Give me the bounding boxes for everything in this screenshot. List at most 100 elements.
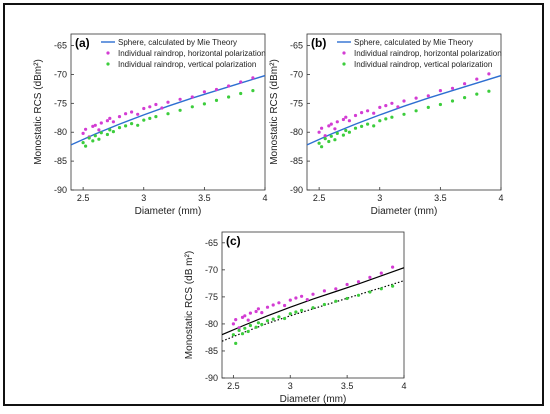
horizontal-point (322, 289, 326, 293)
horizontal-point (260, 311, 264, 315)
horizontal-point (136, 112, 140, 116)
legend-dot-vertical (342, 62, 346, 66)
x-axis-label: Diameter (mm) (135, 206, 202, 217)
panel-label: (a) (75, 36, 90, 50)
x-tick-label: 2.5 (313, 193, 326, 203)
vertical-point (277, 315, 281, 319)
y-tick-label: -65 (205, 238, 218, 248)
vertical-point (190, 105, 194, 109)
horizontal-point (450, 86, 455, 90)
horizontal-point (283, 303, 287, 308)
horizontal-point (190, 95, 194, 99)
horizontal-point (142, 106, 146, 111)
vertical-point (322, 302, 326, 307)
legend-entry-sphere: Sphere, calculated by Mie Theory (354, 38, 473, 47)
horizontal-point (231, 322, 235, 326)
x-tick-label: 3.5 (198, 193, 211, 203)
fit-line-solid (222, 267, 404, 336)
vertical-point (239, 91, 243, 96)
vertical-point (300, 308, 304, 312)
vertical-point (327, 139, 331, 144)
legend-dot-horizontal (106, 51, 110, 55)
x-tick-label: 3.5 (434, 193, 447, 203)
vertical-point (288, 312, 292, 316)
horizontal-point (487, 72, 491, 76)
x-tick-label: 2.5 (227, 381, 240, 391)
y-tick-label: -70 (54, 69, 67, 79)
horizontal-point (234, 318, 238, 322)
horizontal-point (91, 124, 95, 128)
horizontal-point (475, 77, 479, 81)
vertical-point (463, 96, 467, 100)
horizontal-point (438, 89, 442, 93)
y-tick-label: -65 (54, 41, 67, 51)
legend: Sphere, calculated by Mie Theory Individu… (101, 38, 266, 69)
horizontal-point (311, 292, 315, 296)
horizontal-point (243, 314, 247, 318)
x-axis-label: Diameter (mm) (280, 394, 347, 404)
y-axis-label: Monostatic RCS (dB m²) (184, 251, 195, 359)
figure-frame: 2.5 3 3.5 4 -65 -70 -75 -80 -85 -90 Diameter (mm) M… (3, 3, 544, 406)
vertical-point (93, 134, 97, 138)
vertical-point (243, 326, 247, 330)
sphere-mie-line (71, 74, 265, 146)
horizontal-point (148, 105, 152, 109)
vertical-point (108, 128, 112, 132)
horizontal-point (154, 102, 158, 107)
vertical-point (254, 325, 258, 329)
vertical-point (384, 117, 388, 121)
vertical-point (166, 112, 170, 116)
legend: Sphere, calculated by Mie Theory Individu… (337, 38, 502, 69)
vertical-point (379, 287, 383, 291)
vertical-point (294, 310, 298, 314)
vertical-point (335, 131, 339, 135)
horizontal-point (237, 326, 241, 330)
vertical-point (475, 92, 479, 96)
vertical-point (136, 123, 140, 127)
horizontal-point (463, 82, 467, 86)
y-tick-label: -80 (54, 127, 67, 137)
horizontal-point (105, 119, 109, 123)
horizontal-point (366, 109, 370, 113)
sphere-mie-line (307, 74, 501, 146)
horizontal-point (305, 298, 309, 302)
horizontal-point (300, 294, 304, 298)
horizontal-point (93, 123, 97, 127)
vertical-point (402, 112, 406, 116)
horizontal-point (384, 104, 388, 108)
fit-line-dotted (222, 280, 404, 342)
horizontal-point (294, 296, 298, 300)
x-tick-label: 3 (377, 193, 382, 203)
y-tick-label: -85 (54, 156, 67, 166)
horizontal-point (99, 121, 103, 125)
vertical-point (438, 102, 442, 107)
vertical-point (142, 118, 146, 122)
vertical-point (111, 130, 115, 134)
vertical-point (372, 124, 376, 128)
horizontal-point (227, 84, 231, 88)
horizontal-point (334, 287, 338, 291)
y-tick-label: -65 (290, 41, 303, 51)
vertical-point (320, 145, 324, 149)
vertical-point (341, 133, 345, 137)
series-layer (222, 265, 404, 345)
horizontal-point (402, 99, 406, 103)
horizontal-point (202, 90, 206, 94)
horizontal-point (117, 115, 122, 119)
vertical-point (260, 322, 264, 327)
y-tick-label: -75 (54, 98, 67, 108)
y-tick-label: -75 (290, 98, 303, 108)
y-tick-label: -90 (290, 185, 303, 195)
vertical-point (84, 144, 88, 148)
chart-panel-2: 2.5 3 3.5 4 -65 -70 -75 -80 -85 -90 Diameter (mm) M… (269, 33, 504, 217)
vertical-point (97, 137, 101, 141)
vertical-point (283, 316, 287, 321)
vertical-point (246, 329, 250, 334)
vertical-point (124, 124, 128, 128)
legend-entry-sphere: Sphere, calculated by Mie Theory (118, 38, 237, 47)
vertical-point (256, 321, 260, 325)
horizontal-point (327, 124, 331, 128)
horizontal-point (317, 130, 321, 134)
x-tick-label: 4 (262, 193, 267, 203)
horizontal-point (124, 112, 128, 116)
